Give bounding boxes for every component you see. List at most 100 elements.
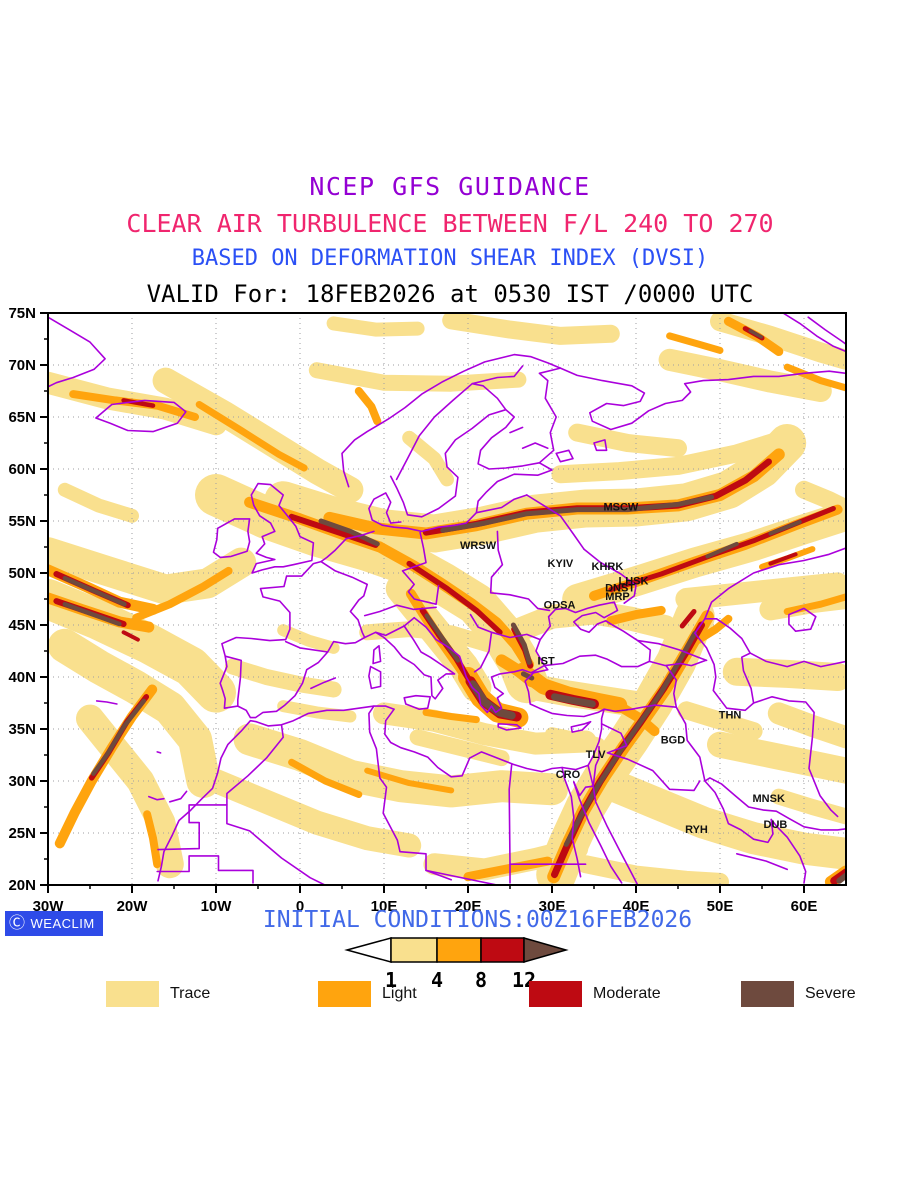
coastline — [752, 696, 839, 818]
lat-tick-label: 75N — [8, 305, 36, 322]
coastline — [469, 613, 541, 641]
lat-tick-label: 30N — [8, 773, 36, 790]
turbulence-band-severe — [318, 518, 380, 547]
turbulence-band-trace — [442, 313, 620, 345]
coastline — [538, 367, 562, 464]
turbulence-band-trace — [204, 769, 422, 858]
coastline — [665, 664, 678, 708]
turbulence-band-moderate — [288, 513, 379, 548]
city-label-tlv: TLV — [586, 749, 607, 761]
turbulence-band-severe — [520, 671, 535, 681]
legend-swatch-trace — [106, 981, 159, 1007]
copyright-circle-icon: Ⓒ — [9, 914, 26, 932]
turbulence-band-trace — [545, 727, 606, 752]
lon-tick-label: 20W — [117, 898, 149, 915]
coastline — [374, 625, 456, 700]
legend-label-moderate: Moderate — [593, 985, 661, 1002]
coastline — [573, 781, 594, 797]
coastline — [368, 665, 382, 690]
turbulence-band-moderate — [608, 506, 836, 593]
coastline — [573, 781, 623, 884]
turbulence-band-trace — [402, 430, 454, 487]
coastline — [497, 723, 522, 731]
coastline — [704, 547, 846, 620]
lat-tick-label: 20N — [8, 877, 36, 894]
city-label-ist: IST — [538, 656, 555, 668]
turbulence-band-trace — [57, 482, 139, 523]
turbulence-band-light — [364, 767, 455, 794]
coastline — [489, 530, 551, 612]
lat-tick-label: 40N — [8, 669, 36, 686]
turbulence-band-severe — [705, 541, 739, 559]
city-label-odsa: ODSA — [544, 599, 576, 611]
coastline — [219, 530, 415, 719]
turbulence-band-light — [422, 708, 480, 724]
city-label-mnsk: MNSK — [753, 793, 785, 805]
turbulence-band-moderate — [121, 398, 156, 408]
coastline — [368, 705, 452, 881]
watermark-label: WEACLIM — [30, 916, 95, 931]
legend-item-trace: Trace — [106, 980, 210, 1008]
coastline — [587, 764, 594, 787]
turbulence-band-trace — [277, 624, 340, 654]
coastline — [473, 631, 493, 673]
coastline — [156, 855, 254, 884]
weaclim-watermark-badge: Ⓒ WEACLIM — [5, 911, 103, 936]
coastline — [636, 639, 708, 662]
lon-tick-label: 60E — [791, 898, 818, 915]
turbulence-band-light — [783, 593, 846, 615]
coastline — [320, 560, 368, 639]
coastline — [372, 645, 382, 665]
coastline — [593, 439, 608, 452]
turbulence-band-severe — [836, 872, 846, 884]
turbulence-band-moderate — [121, 630, 140, 642]
coastline — [561, 766, 582, 878]
coastline — [226, 804, 327, 885]
turbulence-band-moderate — [768, 552, 798, 566]
lon-tick-label: 20E — [455, 898, 482, 915]
colorbar-right-arrow — [523, 937, 569, 963]
legend-swatch-light — [318, 981, 371, 1007]
lat-tick-label: 65N — [8, 409, 36, 426]
lon-tick-label: 50E — [707, 898, 734, 915]
coastline — [509, 426, 524, 434]
colorbar-box-light — [436, 937, 482, 963]
coastline — [592, 785, 639, 885]
turbulence-band-trace — [373, 702, 597, 755]
coastline — [250, 482, 315, 574]
lat-tick-label: 45N — [8, 617, 36, 634]
turbulence-band-moderate — [406, 560, 503, 636]
coastline — [592, 745, 600, 787]
coastline — [475, 494, 528, 514]
coastline — [704, 780, 774, 844]
turbulence-band-trace — [586, 765, 846, 870]
coastline — [368, 492, 402, 526]
lon-tick-label: 0 — [296, 898, 304, 915]
turbulence-band-severe — [62, 575, 127, 607]
turbulence-band-trace — [326, 316, 425, 337]
turbulence-band-severe — [551, 693, 596, 708]
coastline — [169, 790, 188, 803]
turbulence-band-light — [695, 614, 733, 644]
colorbar-box-moderate — [480, 937, 525, 963]
coastline — [583, 548, 637, 604]
city-label-mscw: MSCW — [603, 502, 638, 514]
turbulence-band-severe — [62, 601, 122, 627]
coastline — [224, 655, 242, 707]
page-title: NCEP GFS GUIDANCE — [309, 172, 591, 201]
coastline — [212, 518, 251, 559]
lon-tick-label: 30E — [539, 898, 566, 915]
turbulence-band-severe — [440, 494, 715, 533]
coastline — [471, 382, 507, 411]
lon-tick-label: 10W — [201, 898, 233, 915]
city-label-ryh: RYH — [685, 824, 708, 836]
city-label-cro: CRO — [556, 769, 581, 781]
city-label-thn: THN — [719, 710, 742, 722]
coastline — [807, 316, 846, 345]
coastline — [401, 531, 440, 605]
coastline — [403, 694, 431, 710]
legend-label-severe: Severe — [805, 985, 856, 1002]
lat-tick-label: 25N — [8, 825, 36, 842]
lon-tick-label: 10E — [371, 898, 398, 915]
